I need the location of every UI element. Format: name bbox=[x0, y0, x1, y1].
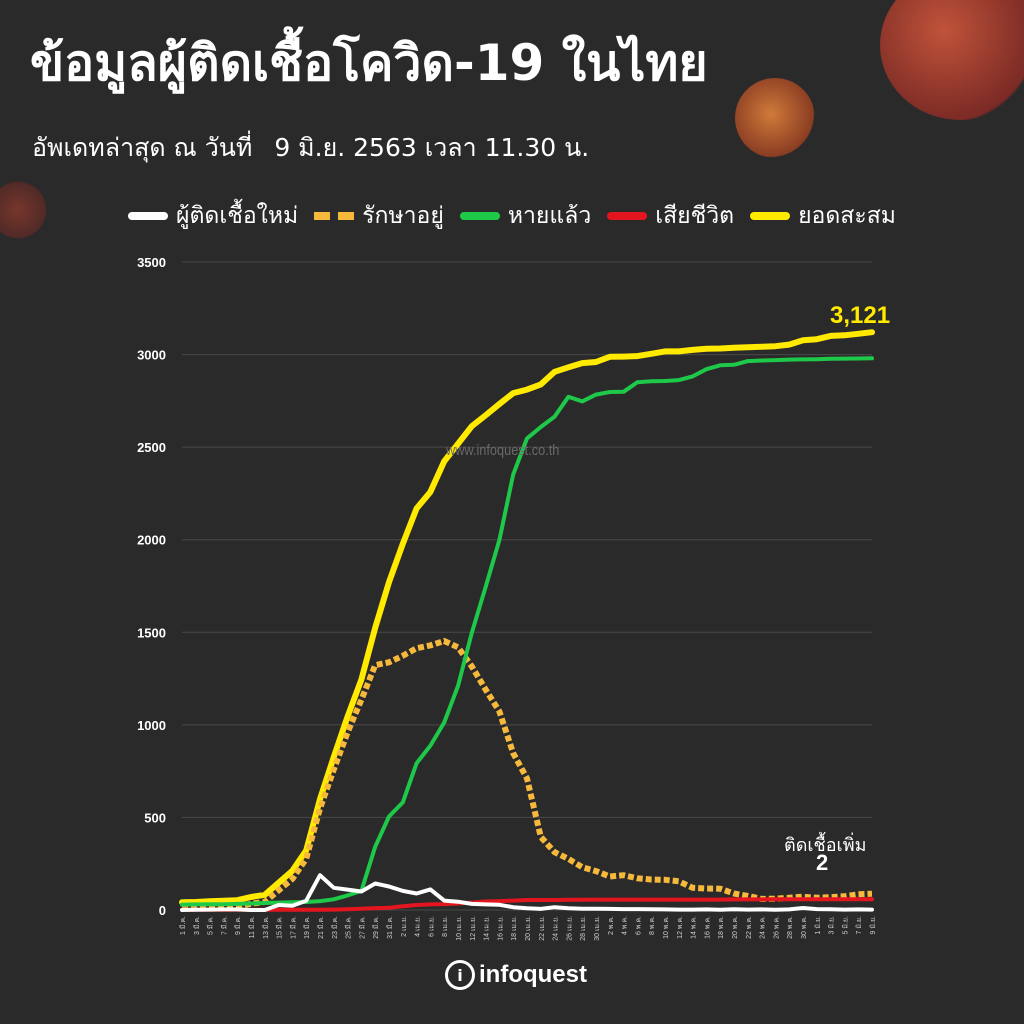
x-tick-label: 27 มี.ค. bbox=[358, 916, 366, 939]
x-tick-label: 5 มิ.ย. bbox=[841, 916, 849, 934]
x-tick-label: 8 เม.ย. bbox=[442, 916, 449, 937]
legend-label: รักษาอยู่ bbox=[362, 203, 444, 229]
legend-swatch bbox=[459, 212, 500, 220]
legend-label: ผู้ติดเชื้อใหม่ bbox=[176, 203, 299, 229]
x-tick-label: 30 เม.ย. bbox=[594, 916, 601, 941]
update-date: 9 มิ.ย. 2563 เวลา 11.30 น. bbox=[274, 133, 590, 162]
x-tick-label: 22 เม.ย. bbox=[539, 916, 546, 941]
x-tick-label: 5 มี.ค. bbox=[207, 916, 215, 935]
final-total-label: 3,121 bbox=[830, 302, 891, 329]
x-tick-label: 16 เม.ย. bbox=[497, 916, 504, 941]
new-cases-value: 2 bbox=[816, 850, 829, 875]
x-tick-label: 26 เม.ย. bbox=[566, 916, 573, 941]
series-line bbox=[180, 873, 874, 912]
series-line bbox=[181, 638, 873, 911]
legend-item: หายแล้ว bbox=[459, 198, 592, 234]
y-tick-label: 3500 bbox=[137, 255, 166, 270]
y-tick-label: 2500 bbox=[137, 440, 166, 455]
legend-label: หายแล้ว bbox=[507, 203, 592, 229]
x-tick-label: 15 มี.ค. bbox=[276, 916, 284, 939]
x-tick-label: 14 เม.ย. bbox=[484, 916, 491, 941]
series-line bbox=[180, 356, 874, 907]
x-tick-label: 9 มี.ค. bbox=[234, 916, 242, 935]
chart-legend: ผู้ติดเชื้อใหม่ รักษาอยู่ หายแล้ว เสียชีวิต… bbox=[128, 198, 896, 234]
x-tick-label: 12 พ.ค. bbox=[677, 916, 684, 939]
legend-item: รักษาอยู่ bbox=[314, 198, 444, 234]
x-tick-label: 10 พ.ค. bbox=[663, 916, 670, 939]
legend-swatch bbox=[750, 212, 791, 220]
virus-decoration-small bbox=[0, 180, 48, 240]
x-tick-label: 30 พ.ค. bbox=[801, 916, 808, 939]
x-tick-label: 28 พ.ค. bbox=[787, 916, 794, 939]
page-title: ข้อมูลผู้ติดเชื้อโควิด-19 ในไทย bbox=[30, 34, 708, 92]
x-tick-label: 24 พ.ค. bbox=[760, 916, 767, 939]
x-tick-label: 4 พ.ค. bbox=[622, 916, 629, 935]
x-tick-label: 20 เม.ย. bbox=[525, 916, 532, 941]
legend-swatch bbox=[314, 212, 355, 220]
legend-swatch bbox=[128, 212, 168, 220]
x-tick-label: 3 มี.ค. bbox=[193, 916, 201, 935]
x-tick-label: 13 มี.ค. bbox=[262, 916, 270, 939]
y-tick-label: 0 bbox=[159, 903, 166, 918]
y-tick-label: 1500 bbox=[137, 625, 166, 640]
y-tick-label: 500 bbox=[144, 810, 166, 825]
x-tick-label: 8 พ.ค. bbox=[649, 916, 656, 935]
x-tick-label: 4 เม.ย. bbox=[415, 916, 422, 937]
watermark: www.infoquest.co.th bbox=[446, 442, 560, 459]
legend-swatch bbox=[607, 212, 648, 220]
x-tick-label: 22 พ.ค. bbox=[746, 916, 753, 939]
x-tick-label: 25 มี.ค. bbox=[345, 916, 353, 939]
legend-label: ยอดสะสม bbox=[798, 203, 896, 229]
new-cases-label: ติดเชื้อเพิ่ม bbox=[784, 835, 867, 856]
y-tick-label: 3000 bbox=[137, 348, 166, 363]
covid-line-chart: 0 500 1000 1500 2000 2500 3000 3500 1 มี.ค. 3 มี.… bbox=[137, 255, 877, 941]
x-tick-label: 23 มี.ค. bbox=[331, 916, 339, 939]
x-tick-label: 28 เม.ย. bbox=[580, 916, 587, 941]
x-tick-label: 10 เม.ย. bbox=[456, 916, 463, 941]
x-tick-label: 2 พ.ค. bbox=[608, 916, 615, 935]
x-tick-label: 14 พ.ค. bbox=[691, 916, 698, 939]
x-tick-label: 2 เม.ย. bbox=[401, 916, 408, 937]
x-tick-label: 6 พ.ค. bbox=[635, 916, 642, 935]
x-tick-label: 29 มี.ค. bbox=[372, 916, 380, 939]
x-tick-label: 20 พ.ค. bbox=[732, 916, 739, 939]
x-tick-label: 1 มิ.ย. bbox=[814, 916, 822, 934]
x-tick-label: 17 มี.ค. bbox=[289, 916, 297, 939]
x-tick-label: 11 มี.ค. bbox=[248, 916, 256, 938]
x-tick-label: 7 มี.ค. bbox=[220, 916, 228, 935]
x-tick-label: 26 พ.ค. bbox=[773, 916, 780, 939]
x-tick-label: 18 เม.ย. bbox=[511, 916, 518, 941]
x-tick-label: 31 มี.ค. bbox=[386, 916, 394, 939]
y-tick-label: 2000 bbox=[137, 533, 166, 548]
legend-item: ผู้ติดเชื้อใหม่ bbox=[128, 198, 298, 234]
infoquest-logo: i infoquest bbox=[445, 960, 587, 990]
x-tick-label: 12 เม.ย. bbox=[470, 916, 477, 941]
update-label: อัพเดทล่าสุด ณ วันที่ bbox=[32, 133, 253, 162]
x-tick-label: 3 มิ.ย. bbox=[828, 916, 836, 934]
x-tick-label: 6 เม.ย. bbox=[428, 916, 435, 937]
y-tick-label: 1000 bbox=[137, 718, 166, 733]
x-tick-label: 7 มิ.ย. bbox=[855, 916, 863, 934]
legend-label: เสียชีวิต bbox=[655, 203, 735, 229]
x-tick-label: 24 เม.ย. bbox=[553, 916, 560, 941]
x-tick-label: 1 มี.ค. bbox=[179, 916, 187, 935]
series-line bbox=[180, 897, 874, 912]
x-tick-label: 21 มี.ค. bbox=[317, 916, 325, 939]
x-tick-label: 18 พ.ค. bbox=[718, 916, 725, 939]
legend-item: ยอดสะสม bbox=[750, 198, 896, 234]
logo-text: infoquest bbox=[479, 961, 587, 988]
logo-mark-icon: i bbox=[445, 960, 475, 990]
x-tick-label: 19 มี.ค. bbox=[303, 916, 311, 939]
virus-decoration-medium bbox=[735, 78, 815, 158]
series-line bbox=[179, 329, 875, 906]
x-tick-label: 16 พ.ค. bbox=[704, 916, 711, 939]
x-tick-label: 9 มิ.ย. bbox=[869, 916, 877, 934]
update-info: อัพเดทล่าสุด ณ วันที่ 9 มิ.ย. 2563 เวลา 1… bbox=[32, 128, 589, 168]
legend-item: เสียชีวิต bbox=[607, 198, 734, 234]
